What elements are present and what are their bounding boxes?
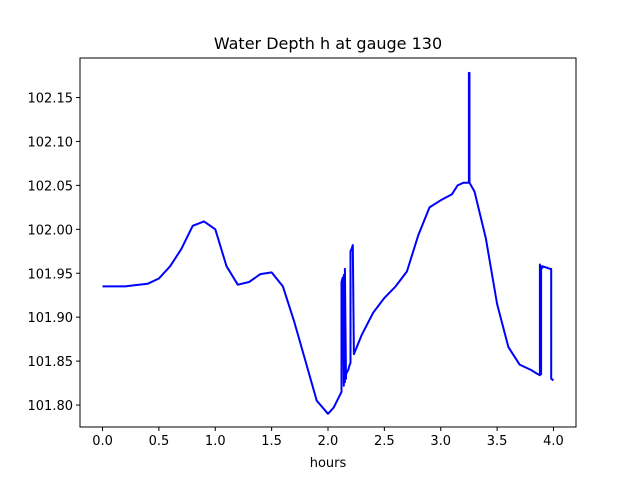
x-tick-label: 1.5 — [261, 434, 282, 449]
x-axis-label: hours — [310, 456, 347, 471]
plot-area — [80, 58, 576, 427]
series-layer — [102, 71, 555, 415]
y-tick-label: 102.10 — [28, 135, 74, 150]
y-tick-label: 102.15 — [28, 92, 74, 107]
x-tick-label: 2.5 — [374, 434, 395, 449]
y-tick-label: 101.90 — [28, 311, 74, 326]
chart-title: Water Depth h at gauge 130 — [214, 34, 442, 53]
y-tick-label: 102.00 — [28, 223, 74, 238]
y-tick-label: 102.05 — [28, 179, 74, 194]
series-line — [102, 71, 555, 415]
x-axis-ticks: 0.0 0.5 1.0 1.5 2.0 2.5 3.0 3.5 4.0 — [92, 427, 564, 449]
x-tick-label: 3.5 — [487, 434, 508, 449]
y-axis-ticks: 101.80 101.85 101.90 101.95 102.00 102.05 102.… — [28, 92, 80, 414]
y-tick-label: 101.95 — [28, 267, 74, 282]
y-tick-label: 101.85 — [28, 355, 74, 370]
x-tick-label: 0.0 — [92, 434, 113, 449]
y-tick-label: 101.80 — [28, 399, 74, 414]
x-tick-label: 2.0 — [318, 434, 339, 449]
x-tick-label: 4.0 — [543, 434, 564, 449]
x-tick-label: 3.0 — [430, 434, 451, 449]
x-tick-label: 0.5 — [149, 434, 170, 449]
x-tick-label: 1.0 — [205, 434, 226, 449]
